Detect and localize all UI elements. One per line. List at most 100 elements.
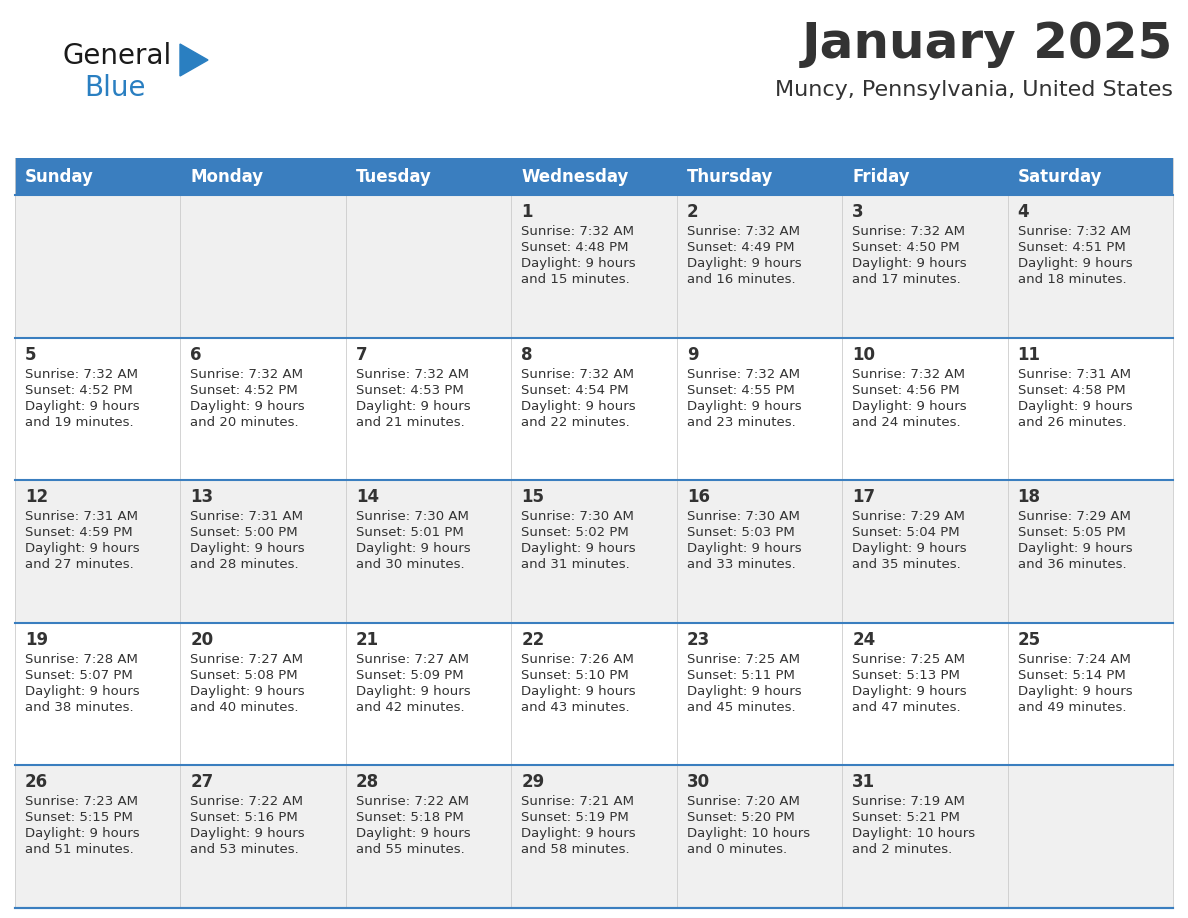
Text: Sunrise: 7:31 AM: Sunrise: 7:31 AM — [190, 510, 303, 523]
Text: Daylight: 9 hours: Daylight: 9 hours — [1018, 399, 1132, 412]
Text: 31: 31 — [852, 773, 876, 791]
Text: Daylight: 9 hours: Daylight: 9 hours — [25, 827, 140, 840]
Text: Daylight: 9 hours: Daylight: 9 hours — [852, 543, 967, 555]
Text: 2: 2 — [687, 203, 699, 221]
Text: 22: 22 — [522, 631, 544, 649]
Text: Sunset: 5:13 PM: Sunset: 5:13 PM — [852, 669, 960, 682]
Text: Sunrise: 7:30 AM: Sunrise: 7:30 AM — [522, 510, 634, 523]
Text: 26: 26 — [25, 773, 49, 791]
Text: Sunrise: 7:32 AM: Sunrise: 7:32 AM — [25, 367, 138, 381]
Text: Sunrise: 7:20 AM: Sunrise: 7:20 AM — [687, 795, 800, 809]
Text: 13: 13 — [190, 488, 214, 506]
Text: 4: 4 — [1018, 203, 1029, 221]
Text: Friday: Friday — [852, 167, 910, 185]
Text: Saturday: Saturday — [1018, 167, 1102, 185]
Text: Daylight: 9 hours: Daylight: 9 hours — [687, 685, 802, 698]
Text: Daylight: 9 hours: Daylight: 9 hours — [190, 543, 305, 555]
Text: Sunrise: 7:32 AM: Sunrise: 7:32 AM — [356, 367, 469, 381]
Text: Sunrise: 7:32 AM: Sunrise: 7:32 AM — [522, 367, 634, 381]
Text: Daylight: 9 hours: Daylight: 9 hours — [522, 543, 636, 555]
Bar — [15, 480, 1173, 622]
Text: Daylight: 9 hours: Daylight: 9 hours — [1018, 257, 1132, 270]
Text: Daylight: 10 hours: Daylight: 10 hours — [687, 827, 810, 840]
Text: Sunset: 4:52 PM: Sunset: 4:52 PM — [25, 384, 133, 397]
Text: and 2 minutes.: and 2 minutes. — [852, 844, 953, 856]
Text: and 21 minutes.: and 21 minutes. — [356, 416, 465, 429]
Text: 3: 3 — [852, 203, 864, 221]
Text: and 40 minutes.: and 40 minutes. — [190, 700, 299, 714]
Text: Monday: Monday — [190, 167, 264, 185]
Text: Daylight: 9 hours: Daylight: 9 hours — [356, 685, 470, 698]
Text: Sunset: 5:07 PM: Sunset: 5:07 PM — [25, 669, 133, 682]
Text: Sunset: 5:21 PM: Sunset: 5:21 PM — [852, 812, 960, 824]
Text: and 19 minutes.: and 19 minutes. — [25, 416, 133, 429]
Text: Daylight: 9 hours: Daylight: 9 hours — [190, 685, 305, 698]
Text: Daylight: 9 hours: Daylight: 9 hours — [25, 685, 140, 698]
Text: and 36 minutes.: and 36 minutes. — [1018, 558, 1126, 571]
Text: 28: 28 — [356, 773, 379, 791]
Text: Sunset: 4:58 PM: Sunset: 4:58 PM — [1018, 384, 1125, 397]
Text: Sunset: 4:53 PM: Sunset: 4:53 PM — [356, 384, 463, 397]
Text: Sunset: 5:10 PM: Sunset: 5:10 PM — [522, 669, 628, 682]
Text: and 20 minutes.: and 20 minutes. — [190, 416, 299, 429]
Text: Sunset: 5:02 PM: Sunset: 5:02 PM — [522, 526, 628, 539]
Text: Daylight: 9 hours: Daylight: 9 hours — [687, 399, 802, 412]
Text: Sunrise: 7:31 AM: Sunrise: 7:31 AM — [1018, 367, 1131, 381]
Text: Wednesday: Wednesday — [522, 167, 628, 185]
Text: 1: 1 — [522, 203, 532, 221]
Text: Daylight: 9 hours: Daylight: 9 hours — [190, 399, 305, 412]
Text: Sunrise: 7:31 AM: Sunrise: 7:31 AM — [25, 510, 138, 523]
Text: Daylight: 9 hours: Daylight: 9 hours — [522, 257, 636, 270]
Text: 16: 16 — [687, 488, 709, 506]
Text: 25: 25 — [1018, 631, 1041, 649]
Text: Sunset: 5:01 PM: Sunset: 5:01 PM — [356, 526, 463, 539]
Text: Sunset: 5:15 PM: Sunset: 5:15 PM — [25, 812, 133, 824]
Text: and 17 minutes.: and 17 minutes. — [852, 273, 961, 286]
Text: and 35 minutes.: and 35 minutes. — [852, 558, 961, 571]
Text: Sunset: 4:52 PM: Sunset: 4:52 PM — [190, 384, 298, 397]
Text: Sunrise: 7:19 AM: Sunrise: 7:19 AM — [852, 795, 965, 809]
Text: Sunset: 5:19 PM: Sunset: 5:19 PM — [522, 812, 628, 824]
Text: Sunset: 4:54 PM: Sunset: 4:54 PM — [522, 384, 628, 397]
Text: 21: 21 — [356, 631, 379, 649]
Text: 7: 7 — [356, 345, 367, 364]
Text: Sunset: 5:14 PM: Sunset: 5:14 PM — [1018, 669, 1125, 682]
Text: Sunset: 5:20 PM: Sunset: 5:20 PM — [687, 812, 795, 824]
Text: Daylight: 9 hours: Daylight: 9 hours — [852, 399, 967, 412]
Text: Sunrise: 7:22 AM: Sunrise: 7:22 AM — [356, 795, 469, 809]
Text: Sunrise: 7:32 AM: Sunrise: 7:32 AM — [190, 367, 303, 381]
Text: 23: 23 — [687, 631, 710, 649]
Text: Sunset: 5:09 PM: Sunset: 5:09 PM — [356, 669, 463, 682]
Text: Daylight: 9 hours: Daylight: 9 hours — [356, 827, 470, 840]
Text: 20: 20 — [190, 631, 214, 649]
Text: 24: 24 — [852, 631, 876, 649]
Text: Sunset: 5:08 PM: Sunset: 5:08 PM — [190, 669, 298, 682]
Text: and 27 minutes.: and 27 minutes. — [25, 558, 134, 571]
Text: Sunset: 4:56 PM: Sunset: 4:56 PM — [852, 384, 960, 397]
Text: and 31 minutes.: and 31 minutes. — [522, 558, 630, 571]
Text: and 53 minutes.: and 53 minutes. — [190, 844, 299, 856]
Text: Tuesday: Tuesday — [356, 167, 431, 185]
Text: and 24 minutes.: and 24 minutes. — [852, 416, 961, 429]
Text: 10: 10 — [852, 345, 876, 364]
Text: Daylight: 9 hours: Daylight: 9 hours — [522, 685, 636, 698]
Text: Sunrise: 7:32 AM: Sunrise: 7:32 AM — [852, 367, 965, 381]
Text: Sunrise: 7:29 AM: Sunrise: 7:29 AM — [852, 510, 965, 523]
Bar — [15, 766, 1173, 908]
Text: and 47 minutes.: and 47 minutes. — [852, 700, 961, 714]
Text: and 55 minutes.: and 55 minutes. — [356, 844, 465, 856]
Text: and 43 minutes.: and 43 minutes. — [522, 700, 630, 714]
Text: Sunset: 5:00 PM: Sunset: 5:00 PM — [190, 526, 298, 539]
Text: Sunset: 5:03 PM: Sunset: 5:03 PM — [687, 526, 795, 539]
Text: and 51 minutes.: and 51 minutes. — [25, 844, 134, 856]
Text: Sunset: 4:59 PM: Sunset: 4:59 PM — [25, 526, 133, 539]
Text: and 33 minutes.: and 33 minutes. — [687, 558, 796, 571]
Text: 6: 6 — [190, 345, 202, 364]
Text: Sunset: 5:16 PM: Sunset: 5:16 PM — [190, 812, 298, 824]
Text: Daylight: 9 hours: Daylight: 9 hours — [687, 543, 802, 555]
Text: Sunrise: 7:28 AM: Sunrise: 7:28 AM — [25, 653, 138, 666]
Text: Daylight: 10 hours: Daylight: 10 hours — [852, 827, 975, 840]
Text: and 38 minutes.: and 38 minutes. — [25, 700, 133, 714]
Text: Sunrise: 7:29 AM: Sunrise: 7:29 AM — [1018, 510, 1131, 523]
Text: and 45 minutes.: and 45 minutes. — [687, 700, 795, 714]
